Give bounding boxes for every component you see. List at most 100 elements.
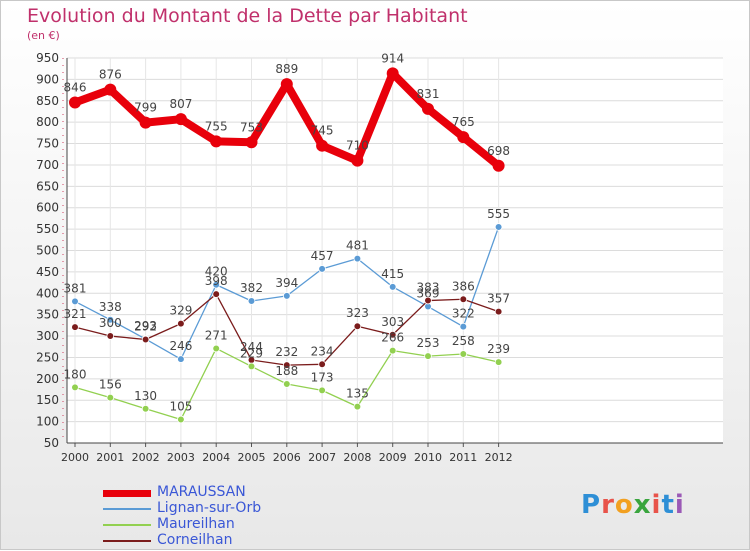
data-label: 271 — [205, 328, 228, 342]
data-point — [280, 78, 293, 91]
data-label: 420 — [205, 265, 228, 279]
legend-item: MARAUSSAN — [101, 484, 401, 501]
data-label: 386 — [452, 279, 475, 293]
data-label: 293 — [134, 319, 157, 333]
y-tick-label: 900 — [36, 72, 59, 86]
y-tick-label: 700 — [36, 158, 59, 172]
data-label: 156 — [99, 378, 122, 392]
x-tick-label: 2008 — [343, 451, 371, 464]
data-point — [106, 332, 115, 340]
data-label: 135 — [346, 387, 369, 401]
data-point — [282, 292, 291, 300]
y-tick-label: 500 — [36, 244, 59, 258]
data-point — [459, 322, 468, 331]
legend: MARAUSSAN Lignan-sur-Orb Maureilhan Corneil… — [101, 484, 401, 549]
data-point — [104, 83, 117, 96]
data-label: 846 — [64, 80, 87, 94]
data-point — [212, 290, 221, 298]
data-label: 323 — [346, 306, 369, 320]
y-tick-label: 50 — [44, 436, 59, 450]
legend-swatch — [103, 524, 151, 526]
legend-label: Lignan-sur-Orb — [157, 500, 262, 516]
data-point — [353, 322, 362, 331]
data-label: 292 — [134, 319, 157, 333]
legend-item: Lignan-sur-Orb — [101, 500, 401, 517]
data-label: 321 — [64, 307, 87, 321]
legend-swatch — [103, 490, 151, 497]
data-label: 229 — [240, 346, 263, 360]
data-point — [141, 335, 150, 344]
data-label: 303 — [381, 315, 404, 329]
data-label: 188 — [275, 364, 298, 378]
data-point — [245, 136, 258, 149]
data-label: 300 — [99, 316, 122, 330]
data-point — [177, 355, 185, 363]
y-tick-label: 400 — [36, 286, 59, 300]
data-point — [210, 135, 223, 148]
data-label: 876 — [99, 68, 122, 82]
data-point — [318, 265, 326, 273]
legend-swatch — [103, 508, 151, 510]
x-tick-label: 2001 — [96, 451, 124, 464]
data-point — [106, 315, 115, 324]
data-point — [422, 102, 434, 115]
data-label: 322 — [452, 307, 475, 321]
data-label: 266 — [381, 331, 404, 345]
data-label: 753 — [240, 120, 263, 134]
data-point — [177, 415, 185, 424]
data-label: 710 — [346, 139, 369, 153]
y-tick-label: 650 — [36, 179, 59, 193]
data-point — [457, 131, 470, 144]
data-point — [247, 362, 256, 371]
data-point — [212, 344, 221, 353]
y-tick-label: 950 — [36, 51, 59, 65]
data-label: 889 — [275, 62, 298, 76]
legend-label: Corneilhan — [157, 532, 233, 548]
data-label: 105 — [169, 399, 192, 413]
x-tick-label: 2000 — [61, 451, 89, 464]
data-label: 382 — [240, 281, 263, 295]
x-tick-label: 2009 — [379, 451, 407, 464]
data-label: 369 — [417, 287, 440, 301]
data-point — [247, 297, 256, 305]
data-point — [386, 67, 399, 80]
y-tick-label: 750 — [36, 137, 59, 151]
data-label: 914 — [381, 51, 404, 65]
data-point — [71, 297, 79, 306]
y-tick-label: 350 — [36, 308, 59, 322]
data-point — [282, 380, 291, 388]
data-point — [174, 113, 187, 126]
data-point — [353, 254, 362, 263]
y-tick-label: 200 — [36, 372, 59, 386]
data-label: 232 — [275, 345, 298, 359]
proxiti-logo: Proxiti — [581, 490, 685, 520]
data-label: 831 — [417, 87, 440, 101]
data-label: 338 — [99, 300, 122, 314]
legend-label: MARAUSSAN — [157, 484, 246, 500]
y-tick-label: 150 — [36, 393, 59, 407]
data-label: 745 — [311, 124, 334, 138]
x-tick-label: 2007 — [308, 451, 336, 464]
data-label: 239 — [487, 342, 510, 356]
y-tick-label: 250 — [36, 350, 59, 364]
data-point — [351, 154, 364, 167]
x-tick-label: 2006 — [273, 451, 301, 464]
y-tick-label: 100 — [36, 415, 59, 429]
data-point — [459, 350, 468, 358]
y-tick-label: 850 — [36, 94, 59, 108]
data-point — [459, 295, 468, 304]
legend-item: Maureilhan — [101, 516, 401, 533]
y-tick-label: 600 — [36, 201, 59, 215]
data-point — [318, 386, 326, 395]
data-label: 807 — [169, 97, 192, 111]
data-label: 180 — [64, 367, 87, 381]
chart-unit: (en €) — [27, 29, 60, 42]
data-point — [71, 323, 79, 331]
data-point — [388, 346, 397, 355]
legend-swatch — [103, 540, 151, 542]
x-tick-label: 2012 — [485, 451, 513, 464]
data-label: 398 — [205, 274, 228, 288]
data-label: 765 — [452, 115, 475, 129]
data-label: 481 — [346, 239, 369, 253]
